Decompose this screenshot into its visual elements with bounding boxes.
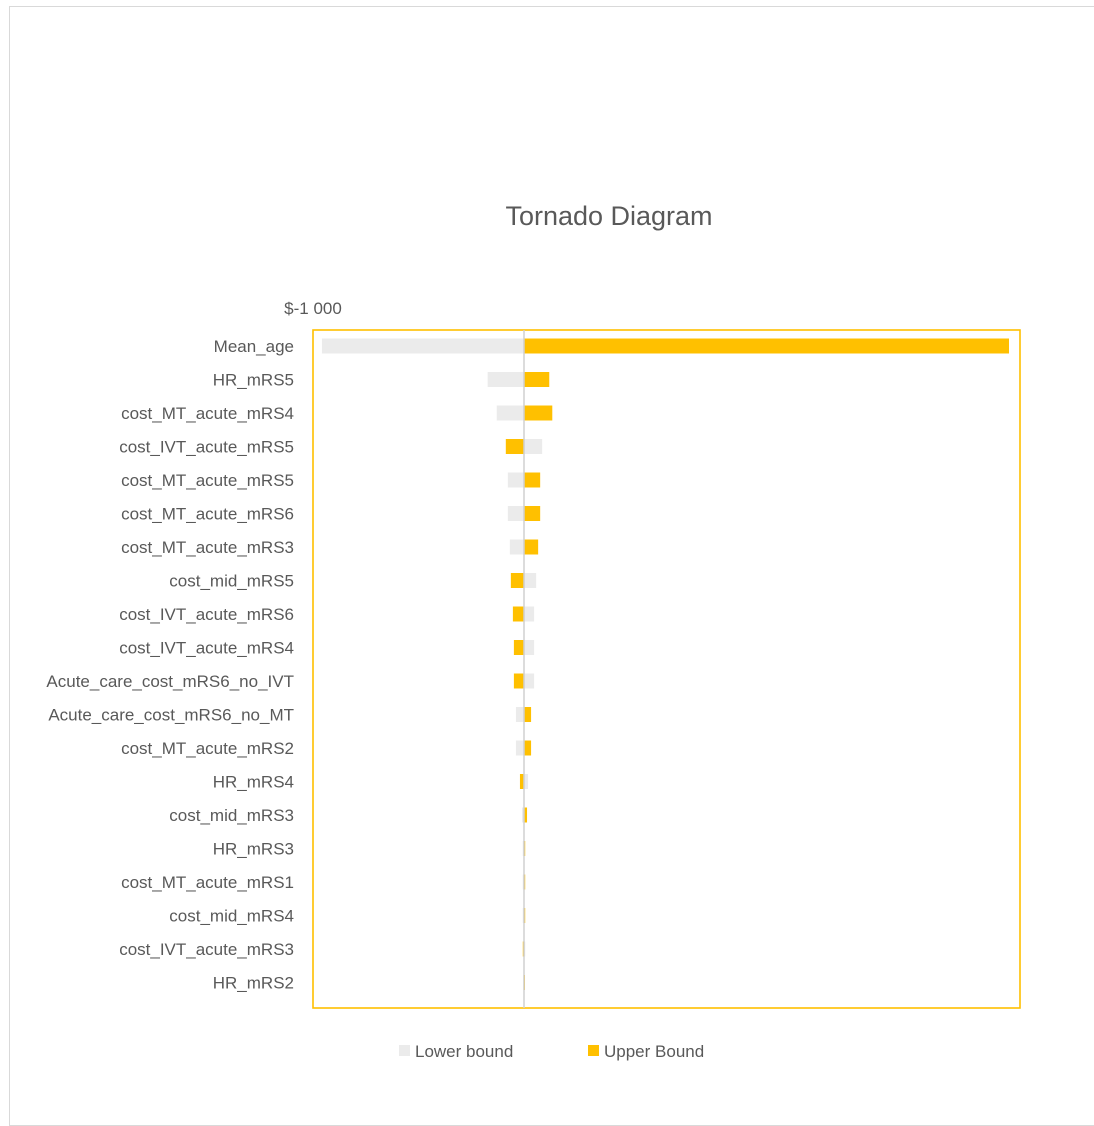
category-label: cost_MT_acute_mRS2 [121, 739, 294, 758]
legend: Lower bound Upper Bound [399, 1042, 704, 1061]
bar-upper-bound [524, 506, 541, 521]
bar-upper-bound [524, 338, 1009, 354]
bar-lower-bound [321, 338, 524, 354]
tornado-chart: Tornado Diagram $-1 000 Mean_age HR_mRS5c… [46, 201, 1021, 1061]
category-label: cost_MT_acute_mRS1 [121, 873, 294, 892]
bar-lower-bound [507, 472, 524, 488]
legend-label-upper: Upper Bound [604, 1042, 704, 1061]
chart-title: Tornado Diagram [505, 201, 712, 231]
axis-tick-label: $-1 000 [284, 299, 342, 318]
legend-label-lower: Lower bound [415, 1042, 513, 1061]
bar-upper-bound [512, 606, 524, 622]
bar-lower-bound [507, 506, 524, 521]
category-label: Acute_care_cost_mRS6_no_MT [48, 706, 294, 725]
bar-upper-bound [524, 707, 532, 722]
category-label: Mean_age [214, 337, 294, 356]
legend-swatch-lower [399, 1045, 410, 1056]
category-label: cost_IVT_acute_mRS6 [119, 605, 294, 624]
plot-area-border [312, 329, 1021, 1009]
category-label: cost_IVT_acute_mRS3 [119, 940, 294, 959]
category-label: cost_mid_mRS4 [169, 907, 294, 926]
category-label: cost_mid_mRS3 [169, 806, 294, 825]
bar-upper-bound [524, 372, 550, 387]
bars-layer [321, 338, 1009, 990]
bar-lower-bound [524, 573, 537, 588]
bar-upper-bound [510, 573, 524, 588]
bar-upper-bound [524, 405, 553, 421]
bar-lower-bound [496, 405, 524, 421]
category-label: HR_mRS3 [213, 840, 294, 859]
category-label: cost_MT_acute_mRS6 [121, 505, 294, 524]
category-label: cost_MT_acute_mRS4 [121, 404, 294, 423]
bar-upper-bound [524, 807, 528, 823]
bar-upper-bound [513, 640, 524, 655]
category-label: HR_mRS5 [213, 371, 294, 390]
category-label: cost_MT_acute_mRS5 [121, 471, 294, 490]
bar-upper-bound [524, 472, 541, 488]
category-label: cost_IVT_acute_mRS4 [119, 639, 294, 658]
bar-lower-bound [524, 673, 535, 689]
bar-upper-bound [524, 539, 539, 555]
bar-upper-bound [505, 439, 524, 454]
category-label: cost_mid_mRS5 [169, 572, 294, 591]
bar-lower-bound [509, 539, 524, 555]
bar-lower-bound [524, 439, 543, 454]
legend-swatch-upper [588, 1045, 599, 1056]
bar-lower-bound [515, 707, 524, 722]
category-labels: Mean_age HR_mRS5 cost_MT_acute_mRS4 cost_IV… [46, 337, 294, 993]
bar-lower-bound [515, 740, 524, 756]
bar-lower-bound [487, 372, 524, 387]
category-label: cost_MT_acute_mRS3 [121, 538, 294, 557]
category-label: HR_mRS2 [213, 974, 294, 993]
category-label: Acute_care_cost_mRS6_no_IVT [46, 672, 294, 691]
bar-upper-bound [524, 740, 532, 756]
category-label: cost_IVT_acute_mRS5 [119, 438, 294, 457]
category-label: HR_mRS4 [213, 773, 294, 792]
bar-upper-bound [513, 673, 524, 689]
bar-lower-bound [524, 774, 529, 789]
bar-lower-bound [524, 606, 535, 622]
bar-lower-bound [524, 640, 535, 655]
bar-upper-bound [519, 774, 524, 789]
bar-lower-bound [521, 807, 524, 823]
